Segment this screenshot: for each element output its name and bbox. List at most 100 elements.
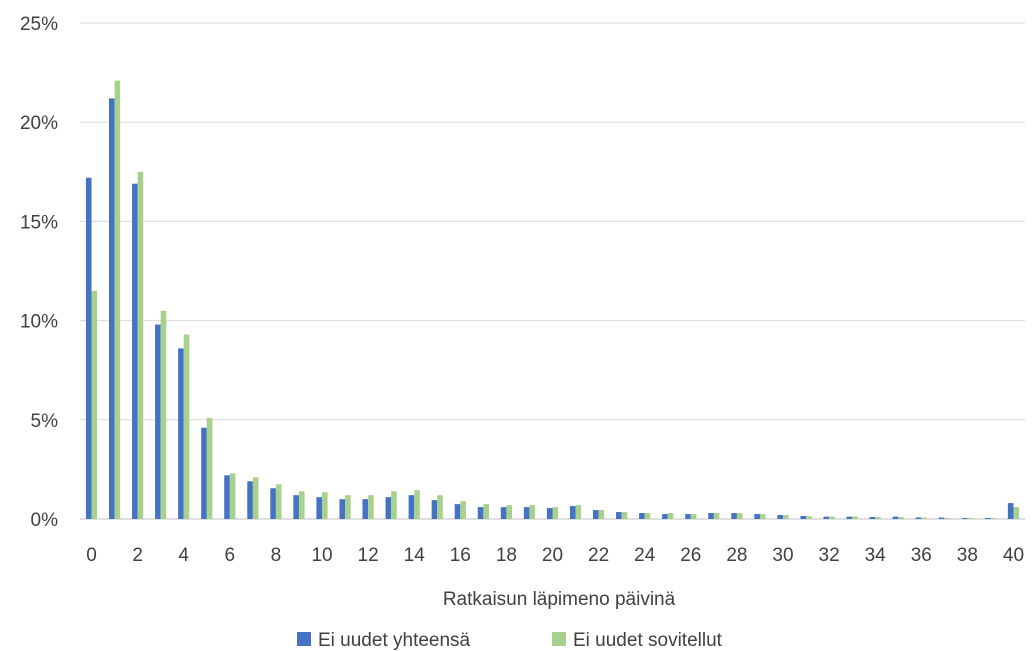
- bar-total: [523, 507, 530, 519]
- bar-adjusted: [644, 513, 651, 519]
- bar-adjusted: [460, 501, 466, 519]
- bar-total: [846, 516, 853, 519]
- bar-total: [915, 517, 922, 519]
- y-axis-ticks: 0% 5% 10% 15% 20% 25%: [20, 14, 58, 531]
- bar-adjusted: [898, 517, 904, 519]
- bar-total: [869, 517, 876, 519]
- x-tick-label: 14: [404, 545, 426, 566]
- legend-label-total: Ei uudet yhteensä: [318, 630, 471, 651]
- x-tick-label: 18: [496, 545, 517, 566]
- x-axis-title: Ratkaisun läpimeno päivinä: [443, 589, 676, 610]
- bar-adjusted: [529, 505, 536, 519]
- x-tick-label: 38: [957, 545, 978, 566]
- bar-total: [431, 500, 438, 519]
- bar-adjusted: [368, 495, 374, 519]
- bar-adjusted: [275, 484, 282, 519]
- bar-adjusted: [621, 512, 628, 519]
- legend-swatch-total: [297, 632, 311, 646]
- bar-total: [408, 495, 415, 519]
- bar-total: [639, 513, 645, 519]
- bar-adjusted: [1013, 507, 1020, 519]
- bar-adjusted: [852, 516, 858, 519]
- x-tick-label: 20: [542, 545, 563, 566]
- bar-total: [892, 516, 899, 519]
- x-tick-label: 10: [311, 545, 332, 566]
- y-tick-label: 0%: [31, 510, 59, 531]
- x-tick-label: 12: [358, 545, 379, 566]
- bar-adjusted: [806, 516, 812, 519]
- bar-adjusted: [690, 514, 697, 519]
- legend-swatch-adjusted: [552, 632, 566, 646]
- bar-total: [270, 488, 276, 519]
- bar-adjusted: [598, 510, 605, 519]
- bar-total: [800, 516, 807, 519]
- bar-total: [1007, 503, 1014, 519]
- x-tick-label: 40: [1003, 545, 1024, 566]
- bar-total: [593, 510, 599, 519]
- bar-adjusted: [322, 492, 328, 519]
- bar-adjusted: [575, 505, 582, 519]
- bar-total: [454, 504, 461, 519]
- bar-adjusted: [391, 491, 397, 519]
- bar-adjusted: [829, 516, 835, 519]
- bar-adjusted: [667, 513, 674, 519]
- bar-adjusted: [759, 514, 766, 519]
- x-tick-label: 22: [588, 545, 609, 566]
- bar-adjusted: [206, 417, 213, 519]
- bar-adjusted: [183, 334, 190, 519]
- bar-adjusted: [345, 495, 351, 519]
- bar-total: [316, 497, 323, 519]
- bar-total: [616, 512, 622, 519]
- x-tick-label: 16: [450, 545, 471, 566]
- bar-total: [754, 514, 760, 519]
- x-tick-label: 36: [911, 545, 932, 566]
- bar-adjusted: [875, 517, 881, 519]
- bar-adjusted: [990, 518, 997, 519]
- bar-adjusted: [252, 477, 259, 519]
- bar-adjusted: [91, 290, 98, 519]
- gridlines: [80, 22, 1025, 520]
- x-tick-label: 2: [132, 545, 143, 566]
- bar-adjusted: [736, 513, 743, 519]
- x-tick-label: 34: [865, 545, 887, 566]
- bar-total: [155, 324, 161, 519]
- bar-adjusted: [944, 518, 950, 519]
- bar-adjusted: [506, 505, 512, 519]
- bar-adjusted: [137, 171, 144, 520]
- bar-total: [662, 514, 668, 519]
- bar-adjusted: [967, 518, 973, 519]
- bar-total: [961, 518, 968, 519]
- legend-label-adjusted: Ei uudet sovitellut: [573, 630, 723, 651]
- bar-adjusted: [298, 491, 305, 519]
- bar-total: [178, 348, 184, 519]
- x-tick-label: 0: [86, 545, 97, 566]
- x-axis-ticks: 0 2 4 6 8 10 12 14 16 18 20 22 24 26 28 30 32 34 36 38 40: [86, 545, 1024, 566]
- bar-total: [385, 497, 392, 519]
- bar-total: [569, 506, 576, 519]
- x-tick-label: 4: [178, 545, 189, 566]
- bar-adjusted: [114, 80, 121, 519]
- bar-adjusted: [229, 473, 236, 519]
- bar-total: [938, 517, 945, 519]
- bar-adjusted: [437, 495, 443, 519]
- x-tick-label: 26: [680, 545, 701, 566]
- bar-total: [247, 481, 253, 519]
- bar-adjusted: [483, 504, 489, 519]
- bar-total: [500, 507, 507, 519]
- bar-adjusted: [160, 310, 167, 519]
- bar-total: [731, 513, 737, 519]
- bar-total: [685, 514, 691, 519]
- bar-total: [823, 516, 830, 519]
- x-tick-label: 6: [225, 545, 236, 566]
- bar-total: [108, 98, 115, 519]
- y-tick-label: 20%: [20, 113, 58, 134]
- bar-total: [201, 427, 207, 519]
- bar-total: [362, 499, 369, 519]
- y-tick-label: 10%: [20, 312, 58, 333]
- y-tick-label: 25%: [20, 14, 58, 35]
- bar-adjusted: [921, 517, 927, 519]
- x-tick-label: 8: [271, 545, 282, 566]
- y-tick-label: 5%: [31, 411, 59, 432]
- bar-total: [708, 513, 714, 519]
- bar-adjusted: [552, 507, 559, 519]
